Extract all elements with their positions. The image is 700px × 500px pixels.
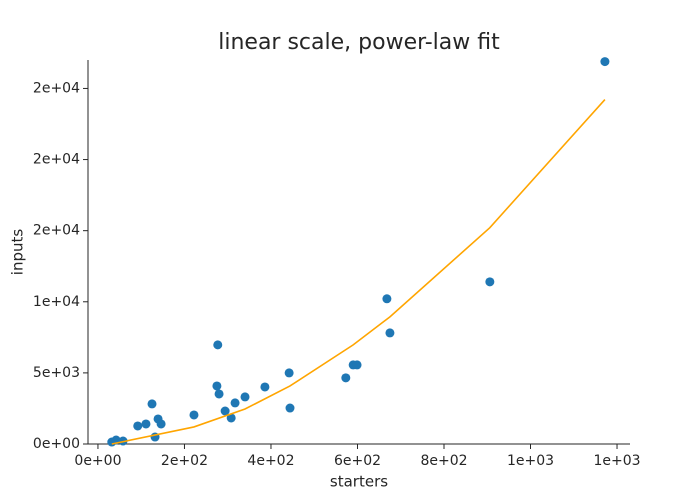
x-tick-label: 2e+02 [161, 453, 208, 469]
point [382, 294, 392, 304]
point [230, 398, 240, 408]
point [284, 368, 294, 378]
y-tick-label: 2e+04 [33, 223, 80, 239]
point [352, 360, 362, 370]
x-tick-label: 8e+02 [420, 453, 467, 469]
point [226, 413, 236, 423]
x-tick-label: 1e+03 [593, 453, 640, 469]
point [213, 340, 223, 350]
point [260, 382, 270, 392]
y-tick-label: 0e+00 [33, 436, 80, 452]
point [600, 57, 610, 67]
y-tick-label: 2e+04 [33, 80, 80, 96]
y-tick-label: 2e+04 [33, 152, 80, 168]
point [214, 389, 224, 399]
point [385, 328, 395, 338]
point [133, 421, 143, 431]
y-tick-label: 5e+03 [33, 365, 80, 381]
x-tick-label: 4e+02 [247, 453, 294, 469]
point [147, 399, 157, 409]
x-tick-label: 6e+02 [334, 453, 381, 469]
point [156, 419, 166, 429]
x-tick-label: 1e+03 [507, 453, 554, 469]
point [485, 277, 495, 287]
point [341, 373, 351, 383]
y-tick-label: 1e+04 [33, 294, 80, 310]
point [240, 392, 250, 402]
fit-line [111, 99, 606, 445]
point [141, 419, 151, 429]
y-axis-label: inputs [9, 229, 27, 276]
point [285, 403, 295, 413]
point [189, 410, 199, 420]
point [212, 381, 222, 391]
point [220, 406, 230, 416]
chart-title: linear scale, power-law fit [218, 30, 500, 55]
x-tick-label: 0e+00 [74, 453, 121, 469]
x-axis-label: starters [330, 473, 388, 491]
